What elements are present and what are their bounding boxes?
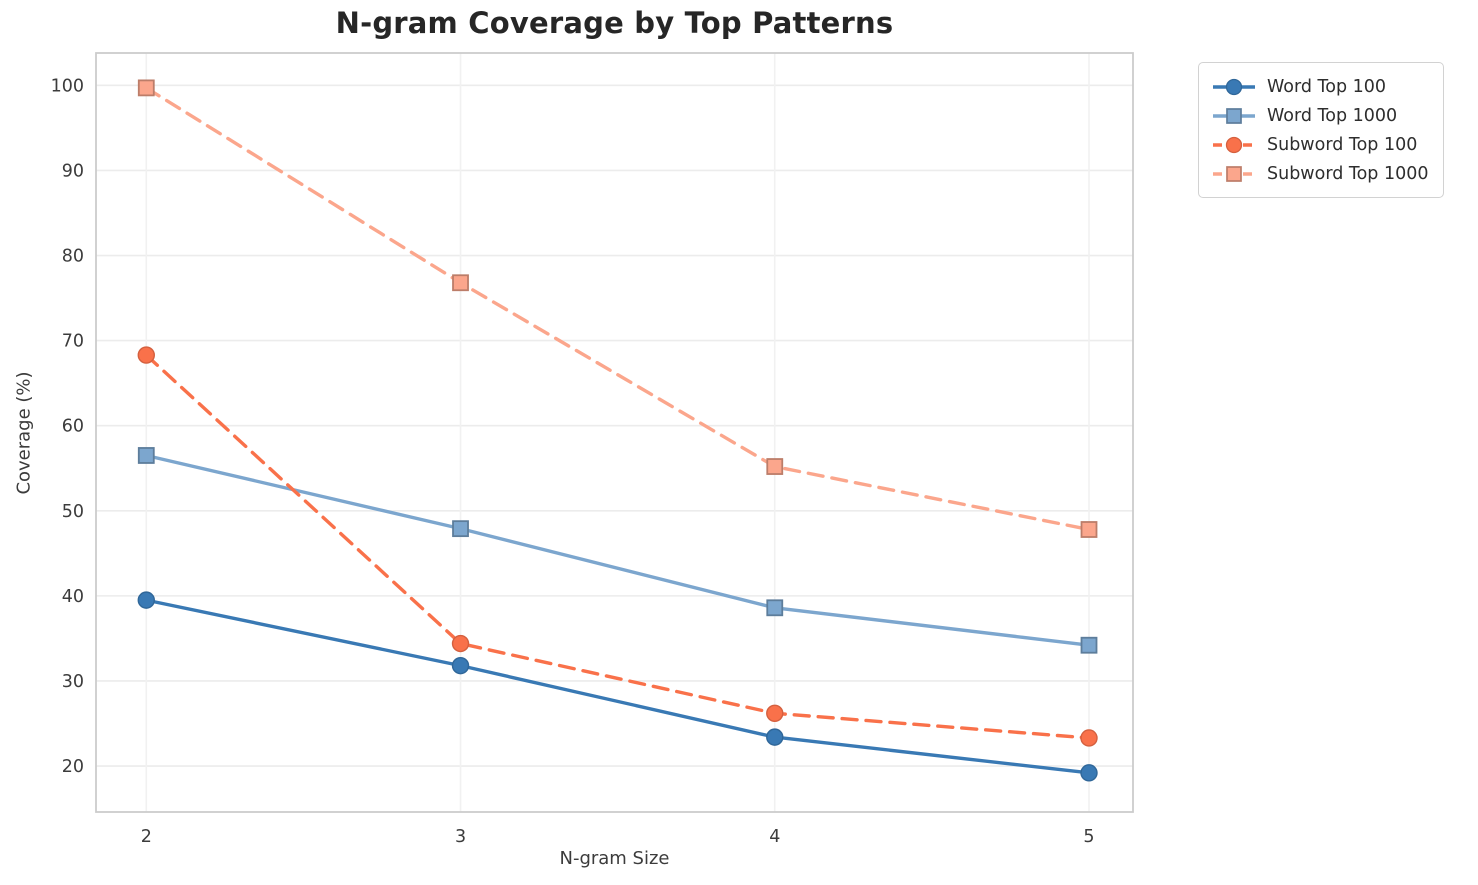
y-tick-label: 30 [62, 672, 84, 692]
y-tick-label: 70 [62, 332, 84, 352]
data-point-marker [1080, 764, 1098, 782]
data-point-marker [452, 274, 469, 292]
series-line-word-top-1000 [144, 453, 1091, 647]
chart-title: N-gram Coverage by Top Patterns [335, 6, 894, 40]
x-axis-label: N-gram Size [559, 848, 670, 869]
y-tick-label: 40 [62, 587, 84, 607]
legend-marker-circle-icon [1213, 78, 1255, 95]
data-point-marker [1080, 521, 1098, 538]
data-point-marker [451, 656, 470, 675]
data-point-marker [137, 79, 155, 97]
x-tick-label: 2 [141, 827, 152, 847]
y-tick-label: 20 [62, 757, 84, 777]
legend-label: Word Top 1000 [1267, 105, 1398, 126]
data-point-marker [766, 704, 784, 722]
data-point-marker [1080, 636, 1098, 654]
data-point-marker [1080, 729, 1098, 747]
y-tick-label: 60 [62, 417, 84, 437]
legend-item-subword-top-1000: Subword Top 1000 [1211, 159, 1431, 188]
series-line-subword-top-100 [144, 353, 1091, 740]
y-axis-label: Coverage (%) [13, 371, 35, 495]
legend-marker-circle-icon [1213, 136, 1255, 153]
legend-item-subword-top-100: Subword Top 100 [1211, 130, 1431, 159]
data-point-marker [137, 591, 155, 609]
data-point-marker [452, 520, 469, 538]
series-line-word-top-100 [144, 598, 1091, 775]
data-point-marker [137, 346, 155, 364]
legend-label: Subword Top 1000 [1267, 163, 1429, 184]
legend-marker-square-icon [1213, 165, 1255, 182]
y-tick-label: 100 [51, 76, 84, 96]
legend-label: Subword Top 100 [1267, 134, 1418, 155]
data-point-marker [137, 447, 155, 464]
data-point-marker [766, 728, 784, 746]
data-point-marker [766, 599, 784, 617]
x-tick-label: 4 [769, 827, 780, 847]
y-tick-label: 50 [62, 502, 84, 522]
plot-border [95, 52, 1134, 813]
data-point-marker [766, 458, 784, 475]
series-line-subword-top-1000 [144, 86, 1091, 532]
x-tick-label: 3 [455, 827, 466, 847]
y-tick-label: 80 [62, 247, 84, 267]
legend-item-word-top-1000: Word Top 1000 [1211, 101, 1431, 130]
legend: Word Top 100 Word Top 1000 Subword Top 100… [1198, 62, 1444, 198]
legend-item-word-top-100: Word Top 100 [1211, 72, 1431, 101]
legend-label: Word Top 100 [1267, 76, 1387, 97]
y-tick-label: 90 [62, 161, 84, 181]
x-tick-label: 5 [1083, 827, 1094, 847]
legend-marker-square-icon [1213, 107, 1255, 124]
data-point-marker [451, 634, 470, 653]
